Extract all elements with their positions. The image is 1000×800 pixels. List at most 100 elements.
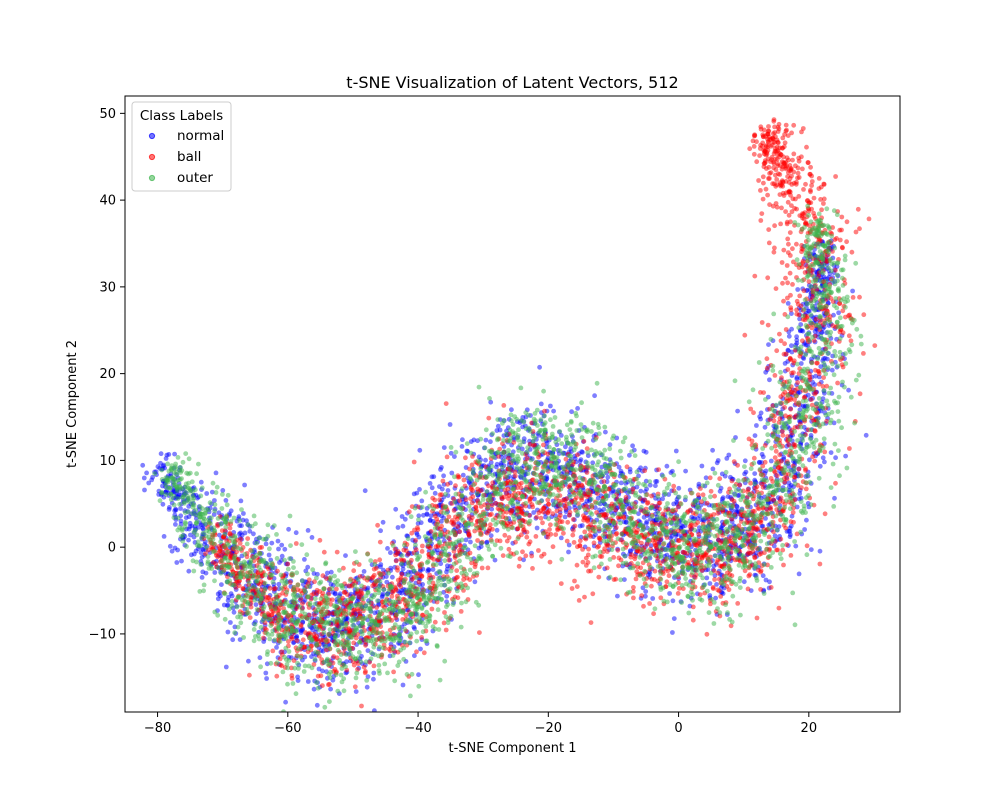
point-normal [660, 496, 665, 502]
point-normal [621, 519, 627, 525]
point-normal [843, 453, 848, 459]
point-ball [718, 594, 724, 599]
point-ball [582, 529, 588, 535]
point-normal [445, 488, 451, 493]
point-normal [172, 508, 178, 514]
point-normal [295, 678, 301, 683]
point-normal [781, 454, 787, 460]
point-normal [654, 479, 660, 484]
point-ball [777, 331, 782, 337]
point-ball [731, 498, 737, 504]
point-normal [305, 528, 311, 533]
point-ball [500, 553, 506, 558]
point-ball [697, 592, 703, 597]
point-normal [643, 589, 649, 594]
point-ball [506, 546, 512, 552]
point-ball [751, 455, 757, 461]
point-ball [780, 280, 785, 286]
point-ball [813, 367, 818, 373]
point-ball [580, 559, 586, 565]
point-ball [700, 492, 706, 498]
point-ball [370, 583, 376, 589]
point-normal [189, 552, 194, 558]
point-ball [742, 332, 748, 338]
point-normal [846, 387, 851, 393]
point-normal [361, 569, 367, 574]
point-ball [761, 390, 766, 395]
point-ball [726, 587, 732, 593]
point-normal [437, 484, 442, 489]
point-normal [390, 574, 395, 580]
point-normal [766, 342, 771, 347]
point-normal [246, 658, 251, 664]
point-normal [295, 674, 300, 680]
point-ball [391, 669, 396, 675]
point-ball [412, 527, 417, 533]
point-ball [526, 541, 532, 547]
point-ball [716, 537, 721, 543]
point-normal [253, 602, 259, 607]
point-ball [264, 598, 270, 603]
point-ball [470, 494, 476, 500]
point-ball [453, 483, 458, 489]
point-ball [485, 565, 491, 571]
point-normal [441, 473, 446, 479]
point-ball [346, 583, 352, 589]
point-ball [787, 356, 793, 362]
point-ball [547, 527, 552, 532]
point-normal [463, 537, 469, 543]
point-normal [325, 570, 330, 576]
point-ball [872, 343, 878, 348]
point-ball [815, 360, 820, 366]
point-ball [599, 554, 605, 559]
point-normal [743, 469, 749, 475]
point-ball [710, 586, 716, 591]
point-ball [788, 305, 794, 310]
point-ball [542, 408, 547, 414]
point-normal [416, 513, 422, 519]
point-ball [524, 534, 530, 540]
point-normal [416, 672, 421, 678]
point-normal [225, 598, 231, 603]
point-normal [416, 534, 422, 540]
point-ball [420, 543, 425, 549]
point-ball [806, 279, 812, 284]
point-ball [772, 373, 778, 378]
point-normal [785, 301, 791, 306]
point-ball [682, 550, 687, 555]
point-ball [443, 401, 449, 406]
point-ball [794, 241, 799, 247]
point-ball [353, 635, 359, 641]
point-ball [432, 497, 438, 503]
point-normal [438, 561, 444, 567]
point-ball [359, 703, 364, 709]
point-ball [270, 648, 276, 654]
point-ball [553, 532, 559, 537]
point-ball [675, 591, 681, 596]
point-normal [579, 523, 585, 528]
point-normal [251, 531, 256, 537]
point-normal [759, 451, 765, 457]
point-ball [779, 375, 784, 381]
point-ball [591, 540, 597, 546]
point-normal [219, 582, 224, 587]
point-normal [707, 593, 713, 598]
point-ball [783, 525, 789, 531]
point-ball [808, 397, 814, 402]
point-normal [578, 534, 584, 540]
point-ball [604, 549, 610, 554]
point-normal [277, 560, 282, 565]
point-normal [641, 448, 647, 454]
point-ball [771, 418, 777, 424]
point-ball [561, 530, 566, 536]
point-normal [199, 575, 205, 580]
point-ball [458, 609, 464, 614]
point-ball [590, 591, 596, 597]
point-normal [223, 664, 229, 670]
point-normal [320, 668, 325, 674]
point-normal [365, 674, 371, 680]
point-ball [687, 529, 693, 534]
point-normal [279, 553, 285, 559]
point-ball [331, 654, 337, 659]
point-normal [638, 488, 644, 494]
